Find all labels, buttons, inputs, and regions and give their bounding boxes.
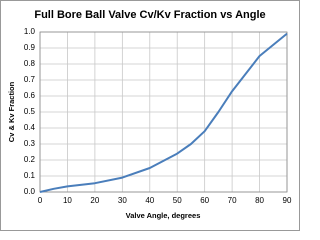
data-line [39,32,288,193]
y-tick-label: 0.7 [24,75,36,84]
y-tick-label: 0.3 [24,139,36,148]
y-tick-label: 0.5 [24,107,36,116]
y-tick-label: 0.8 [24,59,36,68]
x-tick-label: 20 [90,196,99,205]
x-tick-label: 10 [63,196,72,205]
y-tick-label: 0.0 [24,187,36,196]
plot-border [39,31,288,193]
y-axis-title: Cv & Kv Fraction [7,81,16,142]
x-tick-label: 70 [228,196,237,205]
y-tick-label: 0.1 [24,171,36,180]
x-tick-label: 90 [283,196,292,205]
x-tick-label: 80 [255,196,264,205]
chart-title: Full Bore Ball Valve Cv/Kv Fraction vs A… [34,9,265,21]
x-tick-label: 50 [173,196,182,205]
y-tick-label: 1.0 [24,27,36,36]
chart: Full Bore Ball Valve Cv/Kv Fraction vs A… [0,0,300,231]
x-tick-label: 40 [145,196,154,205]
x-tick-label: 60 [200,196,209,205]
y-tick-label: 0.2 [24,155,36,164]
x-axis-title: Valve Angle, degrees [126,211,201,220]
y-tick-label: 0.9 [24,43,36,52]
x-tick-label: 0 [38,196,43,205]
y-tick-label: 0.6 [24,91,36,100]
y-tick-label: 0.4 [24,123,36,132]
x-tick-label: 30 [118,196,127,205]
